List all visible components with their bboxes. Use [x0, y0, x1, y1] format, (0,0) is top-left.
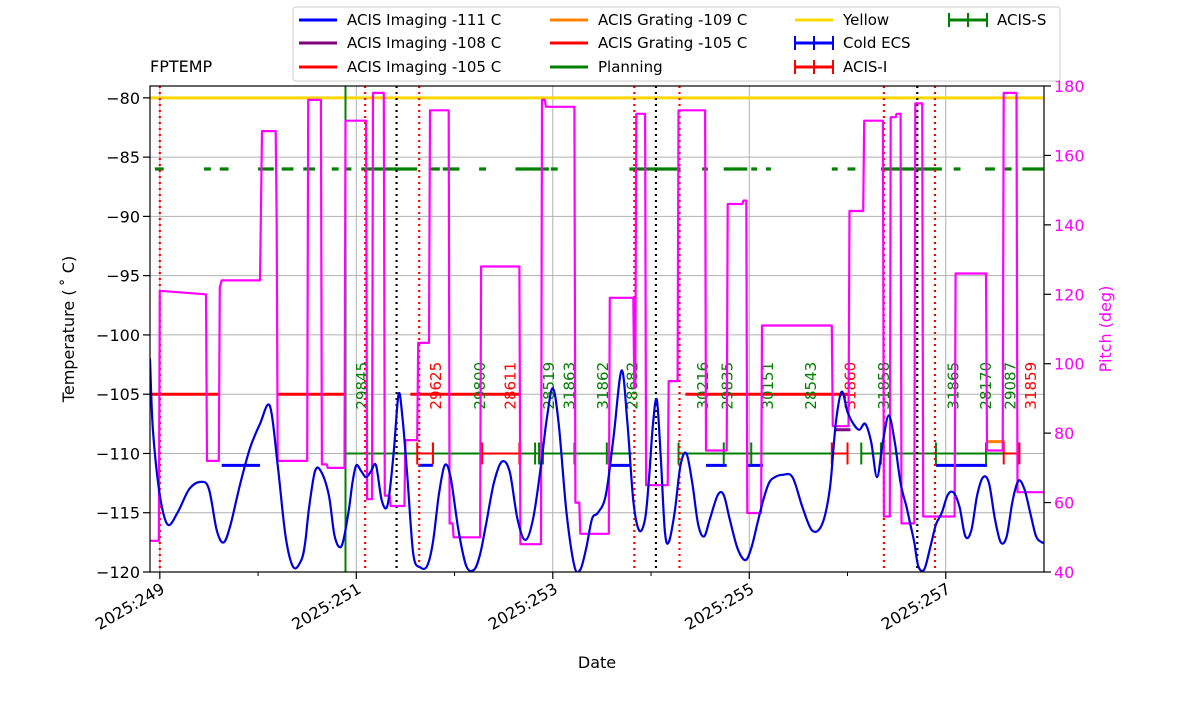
obsid-label: 28611 [502, 362, 520, 410]
y2-tick-label: 120 [1054, 285, 1085, 304]
pitch-series-line [150, 91, 1044, 546]
y-tick-label: −100 [96, 326, 140, 345]
y-tick-label: −80 [106, 89, 140, 108]
obsid-label: 28543 [802, 362, 820, 410]
y-tick-label: −95 [106, 267, 140, 286]
y-tick-label: −115 [96, 504, 140, 523]
y-tick-label: −90 [106, 207, 140, 226]
legend-entry-label: ACIS-S [997, 11, 1046, 29]
y-tick-label: −105 [96, 385, 140, 404]
legend-entry-label: Yellow [842, 11, 889, 29]
obsid-label: 28519 [540, 362, 558, 410]
chart-title: FPTEMP [150, 57, 213, 76]
y-tick-label: −110 [96, 444, 140, 463]
legend-entry-label: Planning [598, 58, 663, 76]
legend-frame [292, 6, 1061, 82]
obsid-label: 31860 [841, 362, 859, 410]
y2-tick-label: 60 [1054, 494, 1074, 513]
fptemp-series-line [150, 358, 1044, 572]
legend-entry-label: ACIS Imaging -111 C [347, 11, 501, 29]
legend-entry-label: ACIS Grating -109 C [598, 11, 747, 29]
y2-tick-label: 180 [1054, 77, 1085, 96]
obsid-label: 31859 [1022, 362, 1040, 410]
legend-entry-label: Cold ECS [843, 34, 911, 52]
plot-frame [149, 85, 1045, 573]
obsid-label: 29845 [353, 362, 371, 410]
plot-area: 29845 29625 29800 28611 28519 31863 31862 28682… [150, 86, 1044, 572]
legend: ACIS Imaging -111 C ACIS Imaging -108 C AC… [292, 6, 1061, 82]
legend-entry-label: ACIS-I [843, 58, 887, 76]
x-axis-label: Date [578, 653, 616, 672]
obsid-label: 31862 [594, 362, 612, 410]
obsid-label: 28682 [623, 362, 641, 410]
obsid-label: 31865 [945, 362, 963, 410]
y2-tick-label: 140 [1054, 216, 1085, 235]
y-tick-label: −120 [96, 563, 140, 582]
y-tick-label: −85 [106, 148, 140, 167]
obsid-label: 30151 [759, 362, 777, 410]
y2-tick-label: 160 [1054, 146, 1085, 165]
legend-entry-label: ACIS Grating -105 C [598, 34, 747, 52]
y2-tick-label: 100 [1054, 355, 1085, 374]
obsid-label: 30216 [694, 362, 712, 410]
y2-axis-label: Pitch (deg) [1096, 286, 1115, 373]
obsid-label: 29625 [427, 362, 445, 410]
y-axis-label: Temperature ( ˚ C) [59, 256, 78, 403]
legend-entry-label: ACIS Imaging -105 C [347, 58, 501, 76]
legend-entry-label: ACIS Imaging -108 C [347, 34, 501, 52]
y2-tick-label: 80 [1054, 424, 1074, 443]
obsid-label: 29087 [1002, 362, 1020, 410]
y2-tick-label: 40 [1054, 563, 1074, 582]
